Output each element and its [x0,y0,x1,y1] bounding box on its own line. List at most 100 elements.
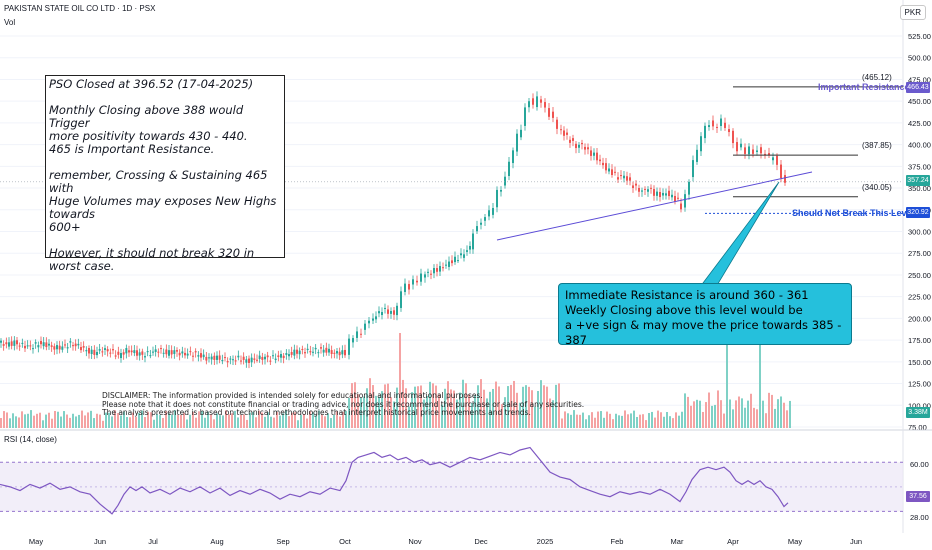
volume-bar [660,412,662,428]
candle-body [154,349,157,352]
volume-bar [687,396,689,428]
volume-bar [513,380,515,428]
volume-bar [45,414,47,428]
volume-bar [48,412,50,428]
volume-bar [360,397,362,428]
volume-bar [264,416,266,428]
candle-body [106,349,109,352]
volume-bar [336,411,338,428]
candle-body [42,342,45,347]
candle-body [608,168,610,172]
candle-body [237,355,240,358]
candle-body [314,347,317,350]
volume-bar [528,386,530,428]
analysis-note: PSO Closed at 396.52 (17-04-2025) Monthl… [45,75,285,273]
candle-body [708,125,710,128]
rsi-label: RSI (14, close) [4,435,57,444]
candle-body [64,344,66,346]
volume-bar [36,413,38,428]
candle-body [412,279,414,285]
volume-bar [156,414,158,428]
candle-body [629,177,631,181]
candle-body [500,189,502,192]
candle-body [306,348,309,351]
price-tick-label: 250.00 [908,271,931,280]
candle-body [88,348,90,354]
volume-bar [663,416,665,428]
candle-body [528,101,530,108]
note-line-4: However, it should not break 320 in wors… [49,246,255,273]
candle-body [563,130,565,136]
candle-body [520,129,522,138]
volume-bar [603,417,605,428]
volume-bar [420,385,422,428]
volume-bar [747,400,749,428]
volume-bar [735,400,737,428]
volume-bar [477,385,479,428]
volume-bar [327,413,329,428]
candle-body [40,341,42,345]
candle-body [266,355,269,358]
candle-body [516,133,518,152]
volume-bar [141,410,143,428]
volume-bar [57,411,59,428]
candle-body [5,342,8,345]
volume-bar [615,413,617,428]
candle-body [372,318,374,321]
candle-body [356,331,358,338]
volume-bar [591,412,593,428]
candle-body [48,343,50,346]
price-tick-label: 275.00 [908,249,931,258]
volume-bar [561,418,563,428]
volume-bar [180,414,182,428]
volume-bar [483,389,485,428]
volume-bar [426,395,428,428]
candle-body [454,256,456,263]
volume-bar [252,411,254,428]
volume-bar [390,397,392,428]
candle-body [469,246,471,250]
volume-bar [759,343,761,428]
volume-bar [510,384,512,428]
candle-body [269,360,272,362]
candle-body [420,273,422,282]
volume-bar [432,383,434,428]
time-tick-label: May [788,537,802,546]
volume-bar [501,404,503,428]
candle-body [216,355,218,360]
candle-body [16,340,18,345]
volume-bar [204,417,206,428]
candle-body [436,268,438,272]
volume-bar [9,418,11,428]
candle-body [688,181,690,195]
candle-body [165,349,168,355]
volume-bar [519,402,521,428]
volume-bar [576,414,578,428]
candle-body [439,266,441,272]
important-price-tag: 466.43 [906,82,930,93]
volume-bar [297,420,299,428]
candle-body [125,348,128,354]
volume-bar [711,405,713,428]
candle-body [229,358,232,360]
currency-badge[interactable]: PKR [899,5,926,20]
volume-bar [669,416,671,428]
candle-body [647,189,649,192]
candle-body [724,122,726,128]
volume-bar [219,415,221,428]
candle-body [298,350,301,355]
volume-bar [786,410,788,428]
volume-bar [6,412,8,428]
volume-bar [552,400,554,428]
volume-bar [348,398,350,428]
volume-bar [597,411,599,428]
candle-body [218,355,221,360]
candle-body [696,149,698,162]
volume-bar [321,414,323,428]
candle-body [29,345,32,347]
volume-bar [621,415,623,428]
candle-body [587,147,589,150]
candle-body [162,352,165,354]
candle-body [328,348,330,353]
